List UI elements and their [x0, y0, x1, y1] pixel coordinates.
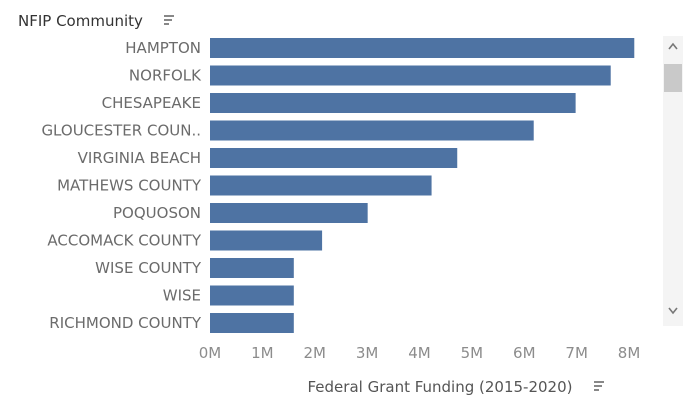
x-tick-label: 4M — [408, 344, 431, 362]
bar[interactable] — [210, 93, 576, 113]
bars-group — [210, 38, 635, 333]
bar[interactable] — [210, 313, 294, 333]
row-label: MATHEWS COUNTY — [57, 177, 202, 195]
row-label: GLOUCESTER COUN.. — [41, 122, 201, 140]
bar[interactable] — [210, 285, 294, 306]
bar[interactable] — [210, 148, 458, 168]
row-label: ACCOMACK COUNTY — [47, 232, 201, 250]
row-labels-group: HAMPTON NORFOLK CHESAPEAKE GLOUCESTER COUN.… — [41, 39, 202, 332]
x-tick-label: 1M — [251, 344, 274, 362]
bar[interactable] — [210, 230, 323, 251]
row-label: CHESAPEAKE — [102, 94, 201, 112]
bar[interactable] — [210, 203, 368, 223]
x-tick-label: 0M — [199, 344, 222, 362]
row-label: POQUOSON — [113, 204, 201, 222]
row-label: WISE COUNTY — [95, 259, 202, 277]
vertical-scrollbar[interactable] — [663, 36, 683, 326]
chevron-down-icon[interactable] — [668, 307, 678, 315]
sort-descending-icon[interactable] — [164, 15, 174, 25]
row-header-label: NFIP Community — [18, 12, 143, 30]
x-tick-label: 2M — [304, 344, 327, 362]
x-axis-title: Federal Grant Funding (2015-2020) — [308, 378, 573, 396]
bar[interactable] — [210, 175, 432, 196]
row-label: VIRGINIA BEACH — [78, 149, 201, 167]
bar[interactable] — [210, 65, 611, 86]
x-tick-label: 5M — [461, 344, 484, 362]
chevron-up-icon[interactable] — [668, 42, 678, 50]
row-label: WISE — [163, 287, 201, 305]
x-tick-label: 8M — [618, 344, 641, 362]
axis-sort-icon[interactable] — [594, 381, 604, 391]
row-label: RICHMOND COUNTY — [49, 314, 202, 332]
scrollbar-thumb[interactable] — [664, 64, 682, 92]
row-label: NORFOLK — [129, 67, 202, 85]
x-tick-label: 7M — [565, 344, 588, 362]
row-label: HAMPTON — [125, 39, 201, 57]
bar[interactable] — [210, 120, 534, 141]
bar[interactable] — [210, 258, 294, 278]
x-tick-label: 6M — [513, 344, 536, 362]
x-tick-label: 3M — [356, 344, 379, 362]
bar[interactable] — [210, 38, 635, 58]
x-tick-labels-group: 0M 1M 2M 3M 4M 5M 6M 7M 8M — [199, 344, 641, 362]
